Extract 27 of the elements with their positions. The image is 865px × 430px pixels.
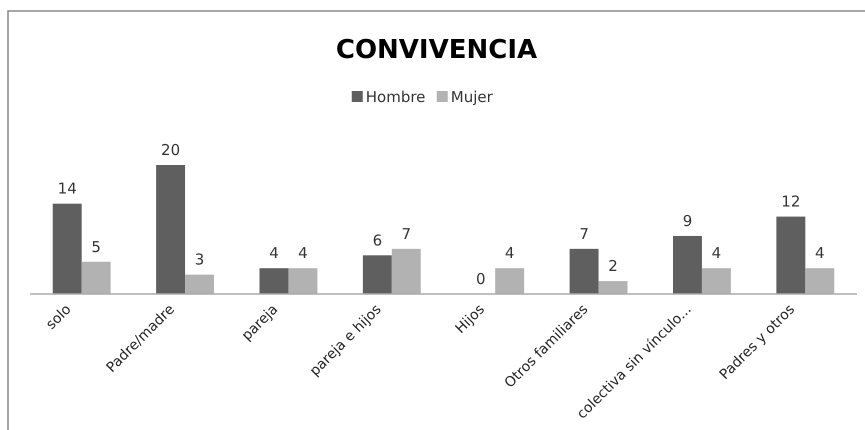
bar xyxy=(570,248,599,294)
bar xyxy=(776,216,806,294)
data-label: 4 xyxy=(815,244,825,262)
data-label: 4 xyxy=(298,244,308,262)
data-label: 4 xyxy=(504,244,514,262)
bar xyxy=(362,255,392,294)
data-label: 4 xyxy=(712,244,722,262)
legend-label: Hombre xyxy=(366,88,426,106)
data-label: 14 xyxy=(58,180,77,198)
data-label: 6 xyxy=(372,231,382,250)
data-label: 3 xyxy=(194,250,204,269)
data-label: 9 xyxy=(682,212,692,230)
legend-label: Mujer xyxy=(450,88,494,106)
data-label: 5 xyxy=(91,238,101,256)
bar xyxy=(259,268,288,294)
data-label: 2 xyxy=(608,257,618,276)
x-tick-label: solo xyxy=(43,302,75,333)
data-label: 12 xyxy=(781,192,800,211)
data-label: 20 xyxy=(161,141,180,159)
data-label: 7 xyxy=(402,224,412,243)
data-label: 0 xyxy=(476,270,486,288)
data-label: 7 xyxy=(579,224,589,243)
data-label: 4 xyxy=(269,244,279,262)
chart-title: CONVIVENCIA xyxy=(336,35,538,65)
bar xyxy=(156,165,186,294)
bar xyxy=(52,204,82,294)
bar xyxy=(672,236,702,294)
